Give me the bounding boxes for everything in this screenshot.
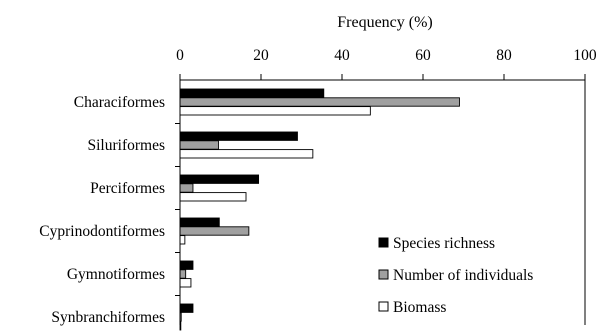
bar-perciformes-species-richness [179,174,260,184]
x-tick-label: 60 [415,47,431,64]
x-axis-ticks: 0 20 40 60 80 100 [176,47,597,80]
bar-synbranchiformes-species-richness [179,303,194,313]
bar-gymnotiformes-number-of-individuals [179,269,187,279]
category-label: Characiformes [74,94,165,111]
bar-gymnotiformes-species-richness [179,260,194,270]
bar-siluriformes-number-of-individuals [179,140,219,150]
bar-perciformes-biomass [179,192,247,202]
x-tick-label: 40 [334,47,350,64]
category-label: Perciformes [90,180,165,197]
category-label: Synbranchiformes [51,309,165,326]
x-axis-title: Frequency (%) [337,14,433,31]
category-labels: Characiformes Siluriformes Perciformes Cypr… [39,94,180,326]
bar-characiformes-number-of-individuals [179,97,460,107]
plot-frame [179,79,586,325]
bar-characiformes-biomass [179,106,371,116]
bar-siluriformes-biomass [179,149,314,159]
bar-cyprinodontiformes-species-richness [179,217,220,227]
category-label: Siluriformes [88,137,166,154]
legend-swatch [378,301,389,312]
bar-cyprinodontiformes-biomass [179,235,186,245]
legend-swatch [378,269,389,280]
category-label: Gymnotiformes [67,266,165,283]
bar-siluriformes-species-richness [179,131,298,141]
legend-label: Number of individuals [393,267,533,284]
legend-swatch [378,237,389,248]
x-tick-label: 20 [253,47,269,64]
legend-label: Biomass [393,299,446,316]
x-tick-label: 100 [573,47,597,64]
bar-gymnotiformes-biomass [179,278,192,288]
category-label: Cyprinodontiformes [39,223,165,240]
x-tick-label: 80 [496,47,512,64]
x-tick-label: 0 [176,47,184,64]
bar-perciformes-number-of-individuals [179,183,194,193]
bar-characiformes-species-richness [179,88,325,98]
bars [179,88,460,331]
legend-label: Species richness [393,235,495,252]
bar-cyprinodontiformes-number-of-individuals [179,226,250,236]
legend: Species richness Number of individuals Bio… [378,235,533,316]
